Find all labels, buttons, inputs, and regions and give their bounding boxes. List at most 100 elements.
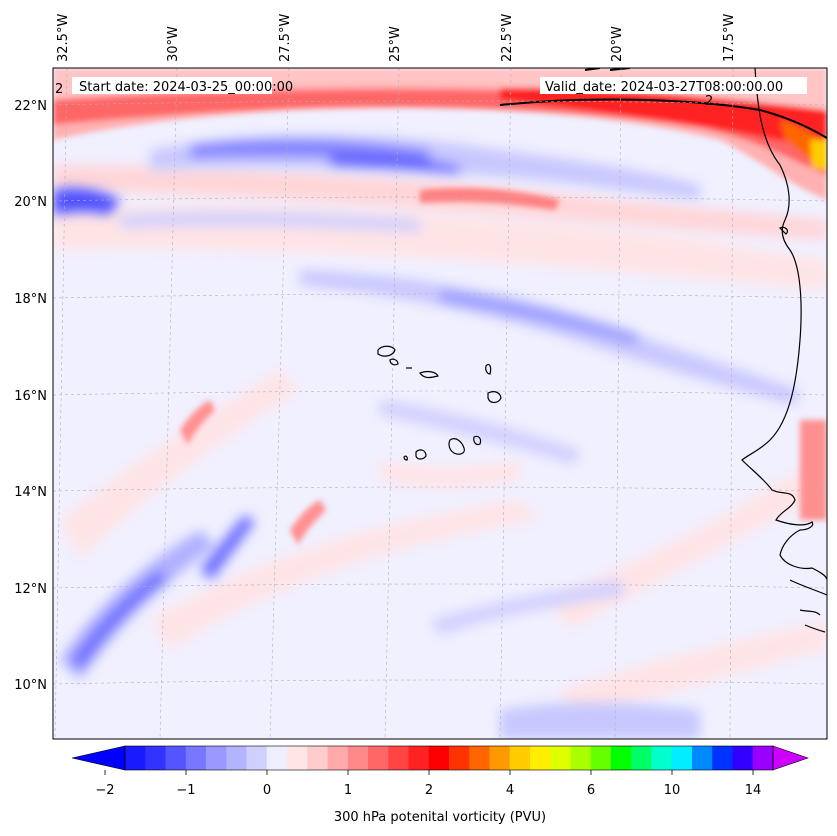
meridian bbox=[729, 67, 734, 740]
island bbox=[485, 363, 492, 375]
colorbar-cell bbox=[590, 746, 612, 770]
red-jet bbox=[810, 140, 827, 170]
pink-band bbox=[150, 500, 540, 650]
red-band-secondary bbox=[290, 500, 326, 545]
colorbar-cell bbox=[570, 746, 592, 770]
parallel bbox=[52, 196, 828, 202]
colorbar-tick-label: 0 bbox=[263, 783, 271, 798]
colorbar-cell bbox=[651, 746, 673, 770]
colorbar-cell bbox=[489, 746, 511, 770]
colorbar-cell bbox=[752, 746, 774, 770]
colorbar-tick-label: 1 bbox=[344, 783, 352, 798]
colorbar-cell bbox=[449, 746, 470, 770]
island bbox=[448, 438, 465, 455]
island bbox=[415, 449, 427, 460]
header: Start date: 2024-03-25_00:00:00 Valid_da… bbox=[55, 77, 807, 109]
map-frame bbox=[52, 67, 828, 740]
meridian bbox=[159, 67, 178, 740]
map-panel bbox=[52, 67, 828, 740]
lat-label: 22°N bbox=[14, 99, 47, 114]
colorbar-cell bbox=[611, 746, 632, 770]
parallel bbox=[52, 390, 828, 396]
lon-label: 30°W bbox=[166, 26, 181, 62]
island bbox=[419, 370, 439, 379]
blue-band bbox=[120, 212, 420, 232]
colorbar-cell bbox=[206, 746, 227, 770]
colorbar-tick-label: 2 bbox=[425, 783, 433, 798]
colorbar-frame bbox=[124, 745, 774, 771]
lon-label: 32.5°W bbox=[56, 14, 71, 62]
blue-band bbox=[70, 570, 168, 670]
parallel bbox=[52, 100, 828, 106]
colorbar-cells bbox=[125, 746, 774, 770]
lat-label: 10°N bbox=[14, 678, 47, 693]
red-band-secondary bbox=[800, 420, 827, 520]
gridlines bbox=[52, 67, 828, 740]
colorbar-cell bbox=[246, 746, 268, 770]
coastline bbox=[377, 68, 827, 633]
colorbar-tick-label: −1 bbox=[176, 783, 195, 798]
island bbox=[377, 345, 396, 357]
africa-coast bbox=[741, 68, 827, 581]
colorbar-cell bbox=[732, 746, 754, 770]
colorbar-cell bbox=[469, 746, 490, 770]
red-band-secondary bbox=[180, 400, 215, 445]
pink-band bbox=[560, 620, 827, 720]
pink-band bbox=[60, 370, 300, 560]
blue-band bbox=[500, 702, 700, 739]
island bbox=[487, 391, 502, 404]
colorbar-cell bbox=[631, 746, 652, 770]
parallel bbox=[52, 679, 828, 685]
colorbar-cell bbox=[145, 746, 166, 770]
red-band-secondary bbox=[420, 188, 560, 210]
parallel bbox=[52, 486, 828, 492]
blue-band bbox=[440, 290, 640, 345]
island bbox=[389, 358, 399, 366]
colorbar-cell bbox=[226, 746, 247, 770]
colorbar-tick-label: 14 bbox=[745, 783, 762, 798]
colorbar-cell bbox=[692, 746, 713, 770]
contour-label: 2 bbox=[705, 94, 713, 109]
africa-coast bbox=[789, 579, 827, 633]
start-date-box bbox=[72, 77, 272, 94]
colorbar-tick-label: 4 bbox=[506, 783, 514, 798]
lat-label: 18°N bbox=[14, 292, 47, 307]
island bbox=[778, 226, 789, 235]
colorbar-cell bbox=[408, 746, 430, 770]
colorbar-cell bbox=[428, 746, 450, 770]
colorbar-cell bbox=[287, 746, 308, 770]
colorbar-cell bbox=[307, 746, 328, 770]
colorbar-cell bbox=[165, 746, 187, 770]
blue-band bbox=[53, 188, 120, 215]
lon-label: 17.5°W bbox=[722, 14, 737, 62]
colorbar-tick-label: 10 bbox=[664, 783, 681, 798]
parallel bbox=[52, 293, 828, 299]
lon-label: 27.5°W bbox=[278, 14, 293, 62]
colorbar-cell bbox=[550, 746, 571, 770]
meridian bbox=[384, 67, 400, 740]
colorbar-ticks: −2 −1 0 1 2 4 6 10 14 bbox=[95, 770, 761, 798]
island bbox=[473, 435, 482, 446]
pink-band bbox=[53, 165, 827, 240]
meridian bbox=[269, 67, 290, 740]
pink-band bbox=[53, 206, 827, 290]
lat-label: 16°N bbox=[14, 389, 47, 404]
pink-band bbox=[380, 460, 520, 488]
colorbar-extend-high bbox=[772, 745, 809, 771]
colorbar-cell bbox=[347, 746, 369, 770]
parallel bbox=[52, 583, 828, 589]
colorbar-cell bbox=[327, 746, 349, 770]
colorbar-cell bbox=[388, 746, 409, 770]
blue-band bbox=[300, 270, 800, 405]
valid-date-box bbox=[540, 77, 807, 94]
meridian bbox=[614, 67, 622, 740]
colorbar-cell bbox=[530, 746, 551, 770]
lat-label: 12°N bbox=[14, 582, 47, 597]
colorbar-cell bbox=[266, 746, 288, 770]
start-date-text: Start date: 2024-03-25_00:00:00 bbox=[79, 80, 293, 95]
lon-labels: 32.5°W 30°W 27.5°W 25°W 22.5°W 20°W 17.5… bbox=[56, 14, 737, 62]
blue-band bbox=[380, 400, 580, 465]
colorbar: −2 −1 0 1 2 4 6 10 14 300 hPa potenital … bbox=[71, 745, 809, 825]
vorticity-field bbox=[53, 68, 827, 739]
